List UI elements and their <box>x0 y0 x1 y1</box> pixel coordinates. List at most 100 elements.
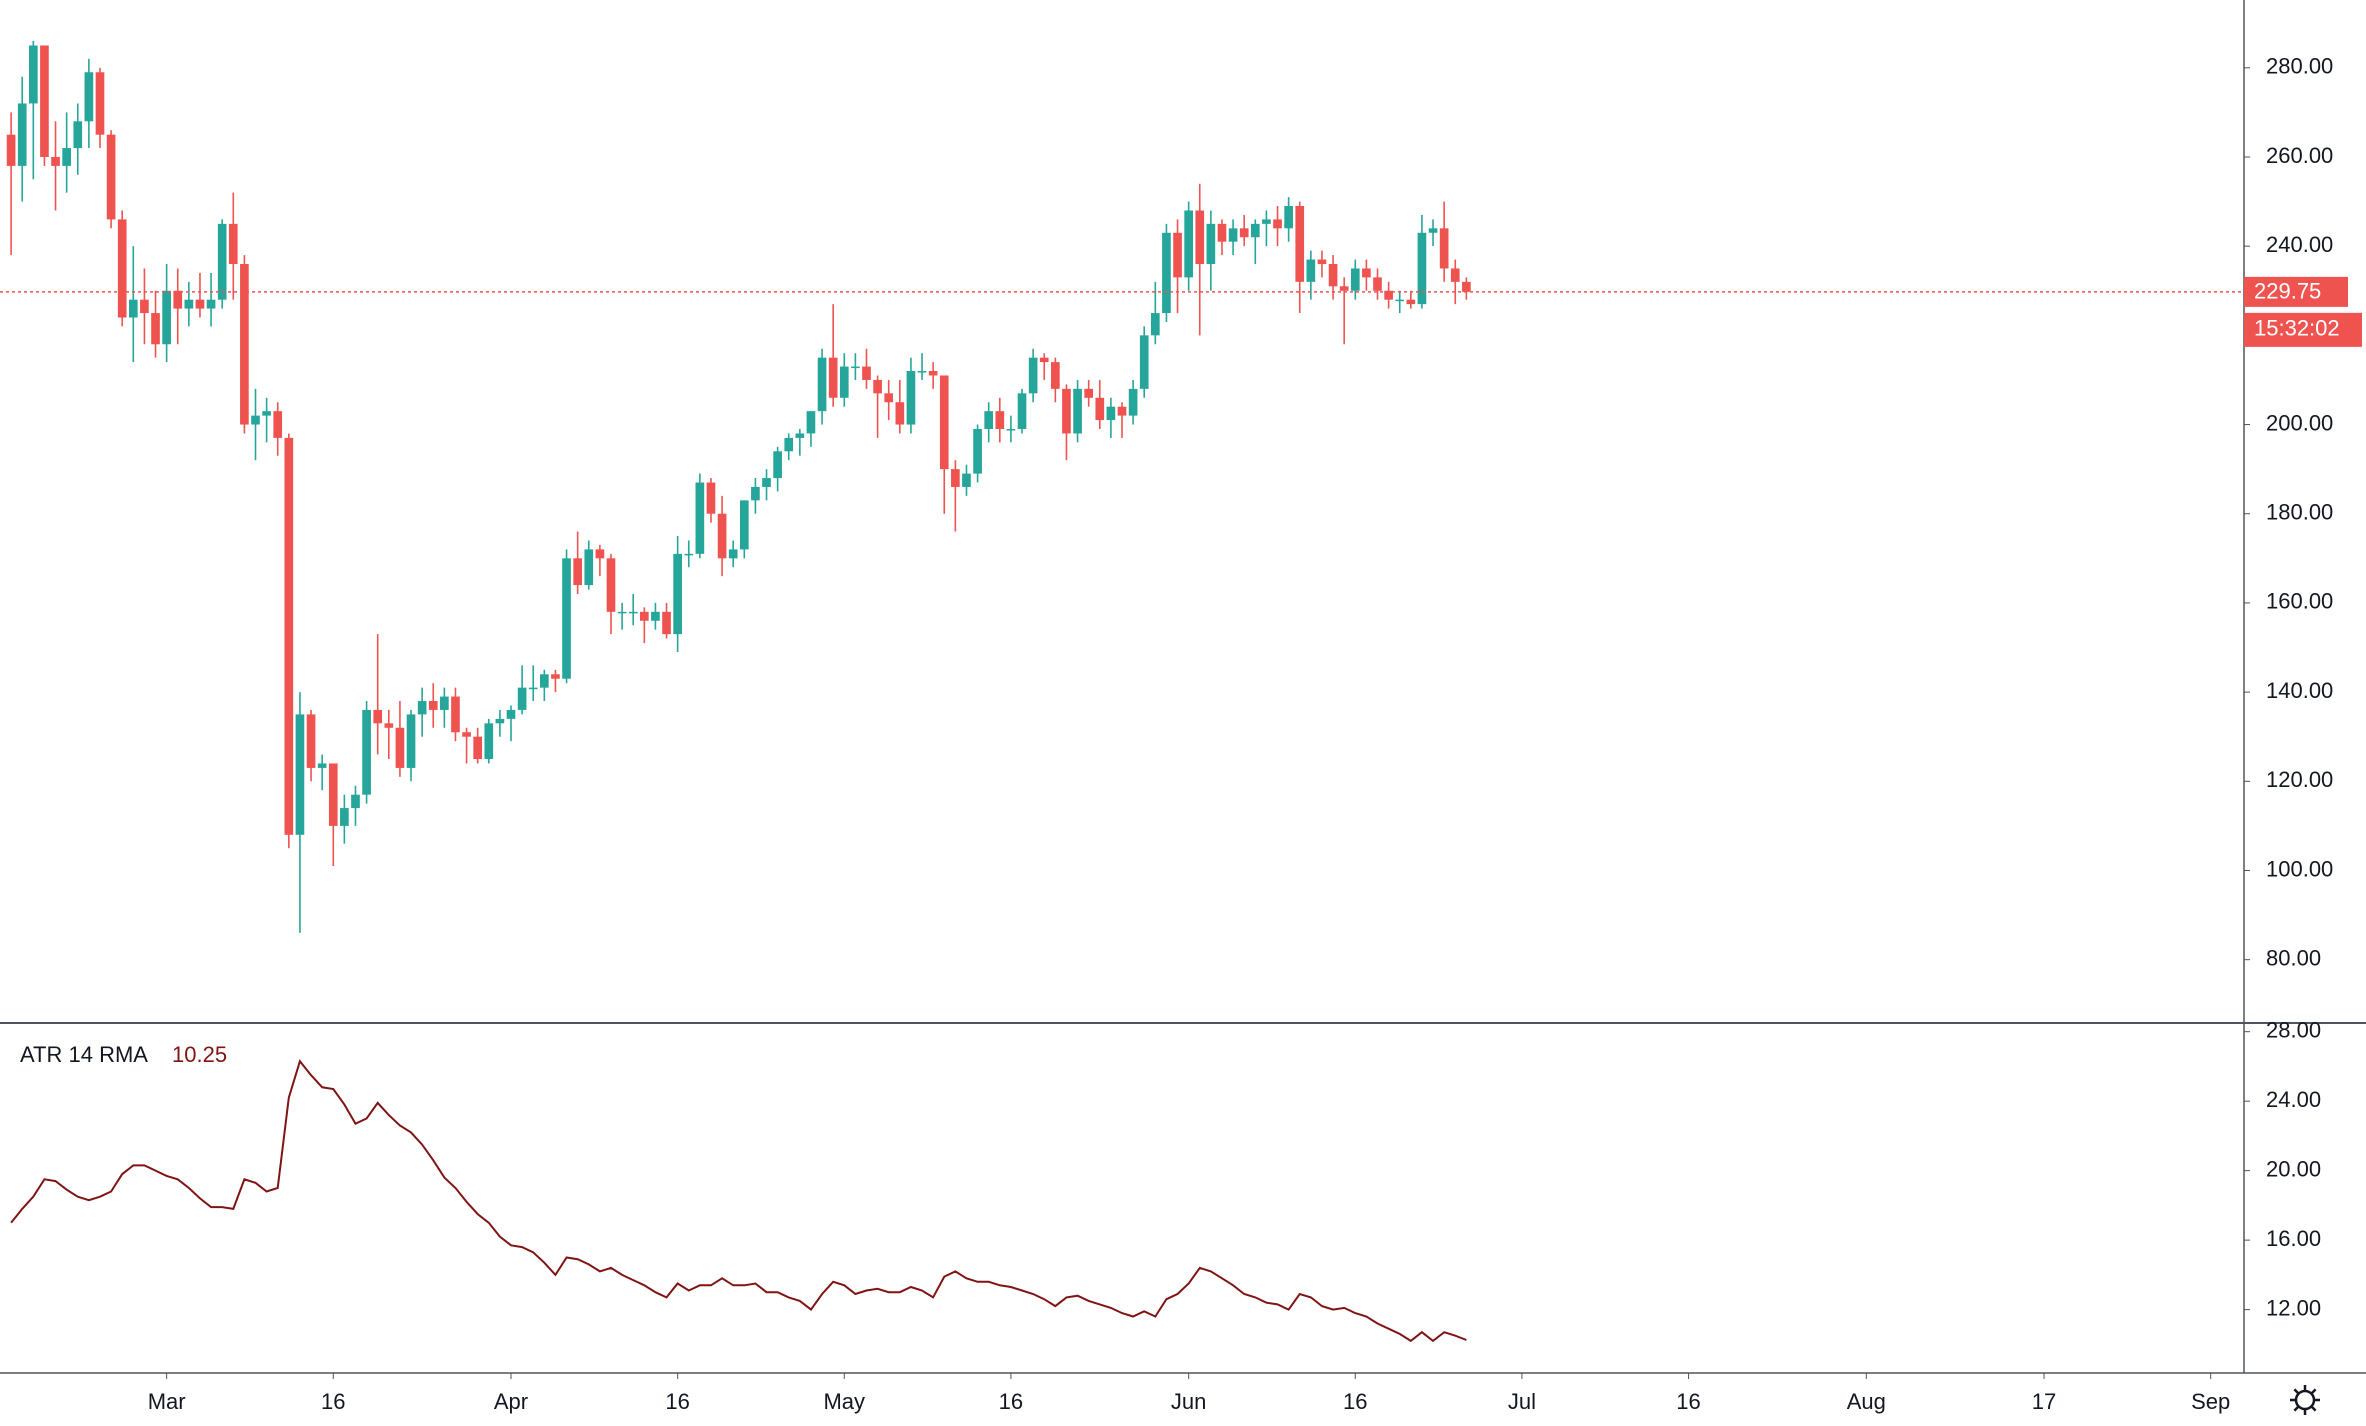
y-tick-label: 20.00 <box>2266 1156 2321 1181</box>
candle-body <box>284 437 294 835</box>
candle-body <box>1462 281 1471 292</box>
candle-body <box>173 290 183 309</box>
candle-body <box>228 223 238 264</box>
gear-teeth <box>2290 1385 2320 1415</box>
x-tick-label: Apr <box>494 1389 528 1414</box>
last-price-box <box>2244 276 2348 307</box>
candle-body <box>717 513 727 559</box>
last-price-label: 229.75 <box>2254 279 2321 304</box>
candle-body <box>495 718 505 724</box>
candle-body <box>1439 228 1449 269</box>
candle-body <box>962 473 971 487</box>
candle-body <box>1051 362 1060 389</box>
candle-body <box>1084 388 1094 398</box>
candle-body <box>939 375 949 470</box>
candle-body <box>673 553 682 635</box>
candle-body <box>1206 223 1216 264</box>
candle-body <box>95 72 105 135</box>
candle-body <box>351 794 360 809</box>
candle-body <box>117 219 127 318</box>
candle-body <box>362 709 371 795</box>
candle-body <box>995 411 1005 429</box>
countdown-label: 15:32:02 <box>2254 316 2340 341</box>
candle-body <box>1362 268 1371 278</box>
candle-body <box>1317 259 1327 264</box>
candle-body <box>1173 232 1182 278</box>
candle-body <box>417 701 427 715</box>
candle-body <box>762 478 771 487</box>
candle-body <box>728 549 738 559</box>
y-tick-label: 200.00 <box>2266 410 2333 435</box>
candle-body <box>106 134 116 220</box>
atr-line <box>10 1059 1467 1343</box>
candle-body <box>595 549 605 559</box>
candle-body <box>451 696 460 733</box>
candle-body <box>340 808 349 826</box>
candle-body <box>1095 397 1105 421</box>
candle-body <box>306 714 316 768</box>
candle-body <box>128 299 138 318</box>
candle-body <box>839 366 849 398</box>
candle-body <box>84 72 94 122</box>
candle-body <box>1406 299 1416 305</box>
candle-body <box>195 299 205 309</box>
y-tick-label: 140.00 <box>2266 678 2333 703</box>
countdown-box <box>2244 312 2362 347</box>
y-tick-label: 160.00 <box>2266 589 2333 614</box>
y-tick-label: 280.00 <box>2266 54 2333 79</box>
candle-body <box>1028 357 1038 394</box>
candle-body <box>1395 299 1405 302</box>
candle-body <box>1339 286 1349 291</box>
y-tick-label: 24.00 <box>2266 1087 2321 1112</box>
candle-body <box>1350 268 1360 291</box>
y-tick-label: 120.00 <box>2266 767 2333 792</box>
candle-body <box>1106 406 1116 421</box>
candle-body <box>1150 313 1160 336</box>
candle-body <box>1073 388 1082 434</box>
candle-body <box>295 714 305 835</box>
candle-body <box>1428 228 1438 233</box>
candle-body <box>1373 277 1382 291</box>
candle-body <box>17 103 27 166</box>
settings-gear[interactable] <box>2290 1385 2320 1415</box>
candle-body <box>1217 223 1227 242</box>
x-tick-label: May <box>823 1389 865 1414</box>
x-tick-label: 16 <box>321 1389 345 1414</box>
candle-body <box>928 371 938 376</box>
candle-body <box>206 299 216 309</box>
candles <box>6 41 1471 933</box>
candle-body <box>1284 206 1293 229</box>
candle-body <box>1039 357 1049 363</box>
candle-body <box>1250 223 1260 238</box>
candle-body <box>784 437 794 452</box>
x-tick-label: 16 <box>1676 1389 1700 1414</box>
candle-body <box>406 714 416 768</box>
candle-body <box>428 701 438 710</box>
y-tick-label: 28.00 <box>2266 1017 2321 1042</box>
candle-body <box>884 393 894 403</box>
candle-body <box>684 553 694 556</box>
candle-body <box>506 709 516 719</box>
candle-body <box>1139 335 1149 389</box>
candle-body <box>651 611 660 621</box>
x-tick-label: Sep <box>2191 1389 2230 1414</box>
candle-body <box>317 763 327 768</box>
candle-body <box>773 451 782 479</box>
candle-body <box>951 469 960 487</box>
candle-body <box>873 379 882 394</box>
candle-body <box>751 486 760 501</box>
candle-body <box>1384 290 1393 300</box>
candle-body <box>251 415 260 425</box>
candle-body <box>973 429 982 474</box>
candle-body <box>1017 393 1027 429</box>
candle-body <box>662 611 671 635</box>
candle-body <box>1273 219 1282 229</box>
candle-body <box>606 558 616 612</box>
x-tick-label: Jun <box>1171 1389 1206 1414</box>
candle-body <box>584 549 594 586</box>
candle-body <box>240 264 249 425</box>
y-tick-label: 180.00 <box>2266 500 2333 525</box>
candle-body <box>262 411 271 416</box>
candle-body <box>1128 388 1138 416</box>
